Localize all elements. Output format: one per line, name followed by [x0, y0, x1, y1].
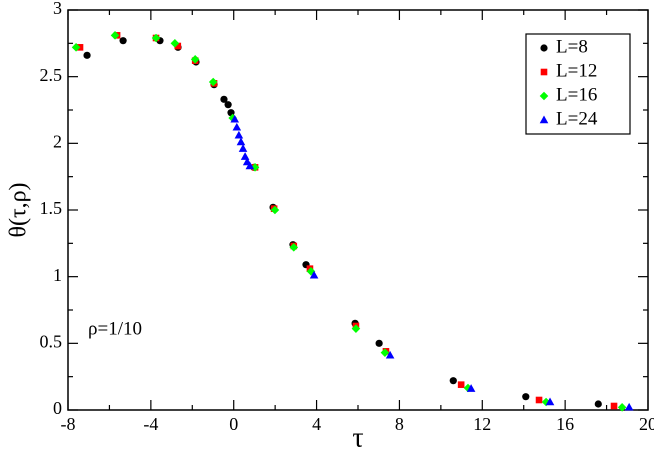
point: [220, 95, 228, 103]
x-tick-label: 12: [473, 414, 491, 434]
legend-label: L=8: [556, 36, 588, 57]
x-tick-label: -8: [61, 414, 76, 434]
point: [535, 396, 543, 404]
point: [228, 113, 237, 123]
point: [174, 42, 182, 50]
point: [83, 51, 91, 59]
x-tick-label: -4: [143, 414, 158, 434]
point: [385, 350, 395, 359]
point: [617, 403, 627, 412]
point: [230, 114, 240, 123]
point: [236, 137, 246, 146]
y-tick-label: 0: [53, 398, 62, 418]
point: [270, 205, 280, 215]
point: [245, 161, 255, 170]
point: [71, 43, 81, 52]
point: [449, 377, 457, 385]
x-tick-label: 20: [639, 414, 654, 434]
point: [232, 122, 242, 131]
point: [375, 339, 383, 347]
point: [457, 381, 465, 388]
y-axis-label: θ(τ,ρ): [6, 182, 32, 237]
point: [380, 348, 390, 357]
point: [238, 144, 248, 152]
point: [594, 400, 602, 408]
legend-marker: [540, 44, 548, 52]
legend-label: L=12: [556, 60, 597, 81]
legend-label: L=24: [556, 108, 598, 129]
y-tick-label: 2: [53, 131, 62, 151]
point: [522, 393, 530, 401]
point: [151, 33, 161, 43]
point: [119, 37, 127, 45]
legend-marker: [540, 68, 548, 76]
x-tick-label: 0: [229, 414, 238, 434]
legend-marker: [539, 91, 549, 101]
point: [309, 270, 319, 279]
point: [250, 163, 260, 172]
point: [224, 101, 232, 109]
x-tick-label: 4: [312, 414, 321, 434]
point: [610, 402, 618, 410]
point: [190, 55, 200, 64]
y-tick-label: 3: [53, 0, 62, 18]
point: [234, 130, 244, 139]
point: [545, 397, 555, 406]
point: [170, 39, 180, 48]
y-tick-label: 1: [53, 265, 62, 285]
x-axis-label: τ: [352, 422, 363, 453]
legend-marker: [539, 115, 549, 124]
x-tick-label: 16: [556, 414, 574, 434]
point: [110, 31, 120, 40]
point: [240, 152, 250, 160]
point: [624, 402, 634, 411]
annotation: ρ=1/10: [88, 318, 142, 339]
y-tick-label: 1.5: [40, 198, 63, 218]
y-tick-label: 0.5: [40, 331, 63, 351]
legend-label: L=16: [556, 84, 597, 105]
y-tick-label: 2.5: [40, 65, 63, 85]
point: [208, 77, 218, 87]
x-tick-label: 8: [395, 414, 404, 434]
point: [289, 243, 299, 252]
point: [466, 384, 476, 392]
point: [351, 324, 361, 333]
